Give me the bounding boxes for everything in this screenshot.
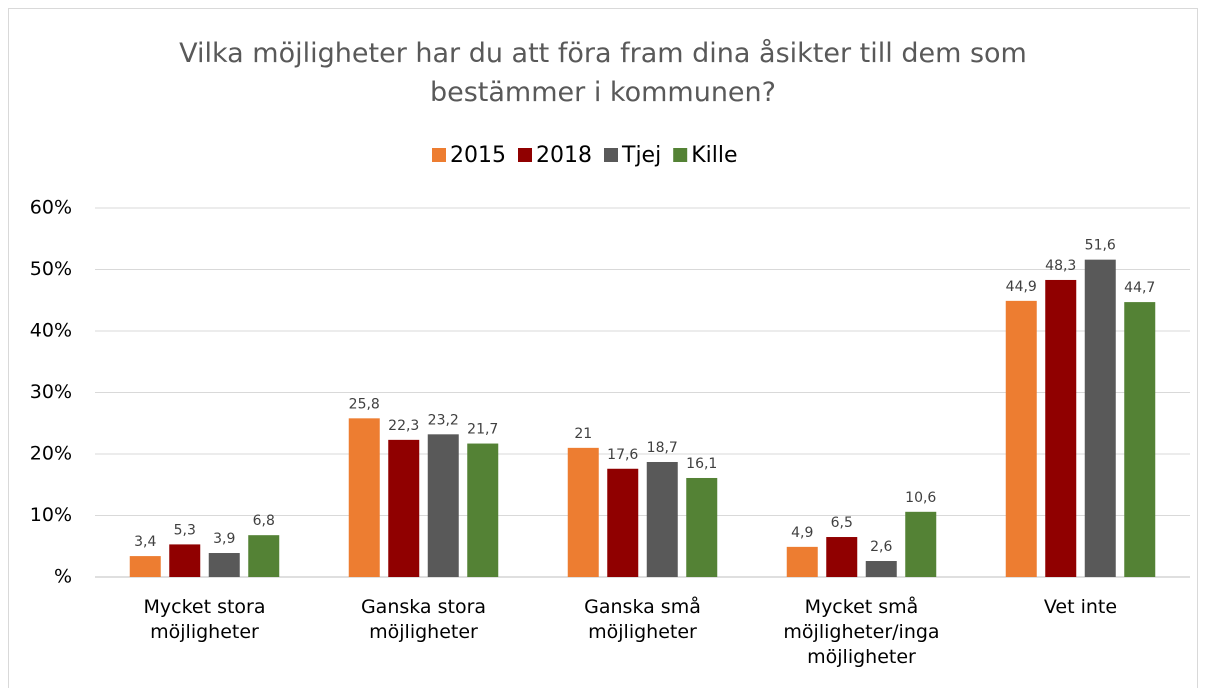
data-label: 5,3 <box>174 522 196 538</box>
legend-swatch <box>673 148 688 162</box>
data-label: 6,5 <box>831 515 853 531</box>
bar <box>1045 279 1077 577</box>
bar <box>169 544 201 577</box>
bar <box>348 418 380 577</box>
bar <box>129 556 161 577</box>
y-tick-label: 50% <box>30 258 72 280</box>
bar <box>607 468 639 577</box>
x-tick-label: Ganska stora möjligheter <box>360 596 487 643</box>
chart-frame <box>8 8 1198 688</box>
legend-swatch <box>518 148 532 162</box>
y-tick-label: 20% <box>30 443 72 465</box>
chart-title: Vilka möjligheter har du att föra fram d… <box>179 38 1027 108</box>
bar <box>826 537 858 577</box>
data-label: 23,2 <box>428 412 459 428</box>
data-label: 16,1 <box>686 456 717 472</box>
bar <box>388 439 420 577</box>
bar <box>646 461 678 577</box>
bar <box>786 546 818 577</box>
legend-label: Tjej <box>621 143 661 168</box>
data-label: 17,6 <box>607 447 638 463</box>
data-label: 2,6 <box>870 539 892 555</box>
x-tick-label: Vet inte <box>1043 596 1118 618</box>
legend-swatch <box>604 148 618 162</box>
bar <box>905 511 937 577</box>
legend-label: 2015 <box>450 143 506 168</box>
y-tick-label: 10% <box>30 504 72 526</box>
data-label: 3,4 <box>134 534 156 550</box>
legend-label: 2018 <box>536 143 592 168</box>
y-tick-label: 40% <box>30 320 72 342</box>
data-label: 4,9 <box>791 525 813 541</box>
bar <box>248 535 280 577</box>
bar <box>208 553 240 577</box>
y-tick-label: 60% <box>30 197 72 219</box>
data-label: 3,9 <box>213 531 235 547</box>
data-label: 44,7 <box>1124 280 1155 296</box>
data-label: 25,8 <box>349 396 380 412</box>
bar <box>467 443 499 577</box>
bar <box>427 434 459 577</box>
bar <box>1124 302 1156 577</box>
bar <box>1005 300 1037 577</box>
bar <box>1084 259 1116 577</box>
bar <box>686 477 718 577</box>
bar <box>865 561 897 577</box>
data-label: 44,9 <box>1006 279 1037 295</box>
data-label: 21,7 <box>467 422 498 438</box>
legend-swatch <box>432 148 446 162</box>
data-label: 18,7 <box>647 440 678 456</box>
legend-label: Kille <box>691 143 737 168</box>
data-label: 6,8 <box>253 513 275 529</box>
y-tick-label: % <box>54 566 72 588</box>
data-label: 21 <box>574 426 592 442</box>
data-label: 51,6 <box>1085 238 1116 254</box>
data-label: 22,3 <box>388 418 419 434</box>
data-label: 48,3 <box>1045 258 1076 274</box>
data-label: 10,6 <box>905 490 936 506</box>
x-tick-label: Mycket stora möjligheter <box>143 596 266 643</box>
x-tick-label: Ganska små möjligheter <box>584 596 701 643</box>
bar <box>567 447 599 577</box>
x-tick-label: Mycket små möjligheter/inga möjligheter <box>783 596 940 668</box>
y-tick-label: 30% <box>30 381 72 403</box>
